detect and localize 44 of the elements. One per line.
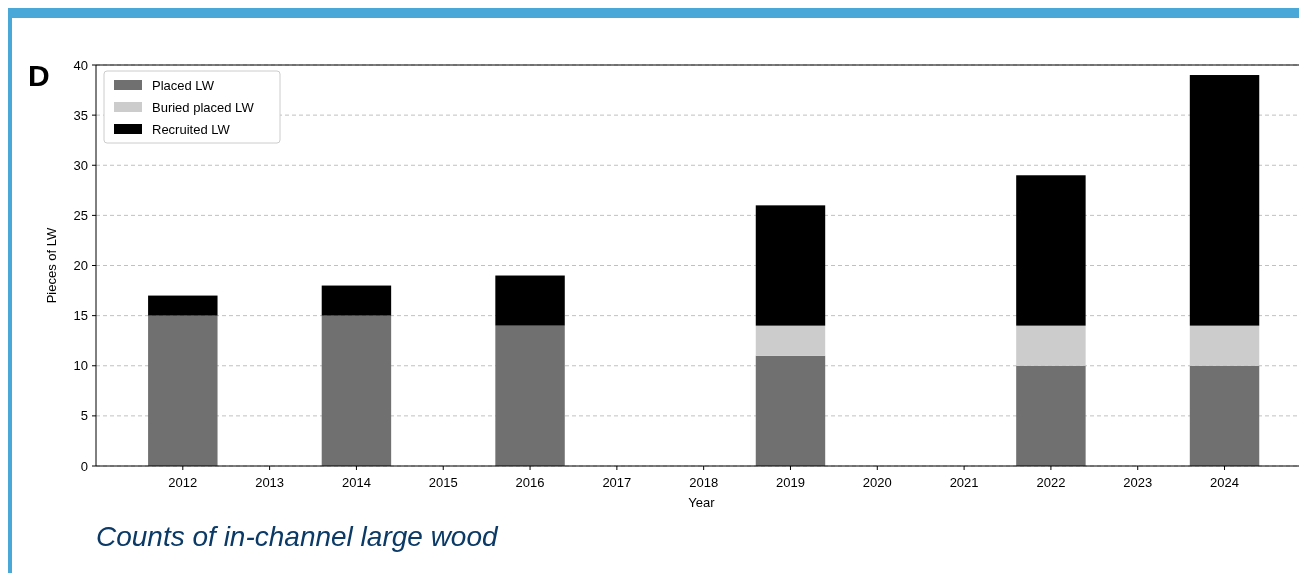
bar: [495, 325, 565, 466]
bar: [1189, 75, 1260, 326]
bar: [755, 355, 826, 466]
y-tick-label: 10: [73, 358, 88, 374]
bar: [1016, 325, 1086, 366]
bar: [321, 315, 392, 466]
x-tick-label: 2022: [1036, 475, 1066, 490]
bar: [755, 205, 826, 326]
y-tick-label: 20: [73, 258, 88, 274]
x-tick-label: 2017: [602, 475, 632, 490]
y-tick-label: 40: [73, 57, 88, 73]
y-tick-label: 5: [80, 408, 88, 424]
bar: [1016, 175, 1086, 326]
x-tick-label: 2016: [515, 475, 545, 490]
bar: [148, 315, 218, 466]
bar: [1189, 325, 1260, 366]
bar: [148, 295, 218, 316]
bar: [1016, 365, 1086, 466]
legend-label: Placed LW: [152, 77, 215, 93]
x-tick-label: 2020: [862, 475, 892, 490]
x-axis-title: Year: [688, 495, 716, 510]
text: D: [28, 59, 50, 92]
bar: [1189, 365, 1260, 466]
legend-label: Buried placed LW: [152, 99, 255, 115]
y-tick-label: 0: [80, 458, 88, 474]
x-tick-label: 2013: [255, 475, 285, 490]
y-tick-label: 25: [73, 207, 88, 223]
x-tick-label: 2023: [1123, 475, 1153, 490]
y-axis-title: Pieces of LW: [44, 226, 59, 304]
x-tick-label: 2024: [1210, 475, 1239, 490]
text: Counts of in-channel large wood: [96, 521, 500, 552]
y-tick-label: 15: [73, 308, 88, 324]
bar: [755, 325, 826, 356]
x-tick-label: 2018: [689, 475, 719, 490]
y-tick-label: 35: [73, 107, 88, 123]
x-tick-label: 2014: [341, 475, 371, 490]
legend-label: Recruited LW: [152, 121, 231, 137]
x-tick-label: 2015: [428, 475, 458, 490]
y-tick-label: 30: [73, 157, 88, 173]
x-tick-label: 2021: [949, 475, 979, 490]
bar: [495, 275, 565, 326]
bar: [321, 285, 392, 316]
x-tick-label: 2019: [776, 475, 805, 490]
x-tick-label: 2012: [168, 475, 198, 490]
